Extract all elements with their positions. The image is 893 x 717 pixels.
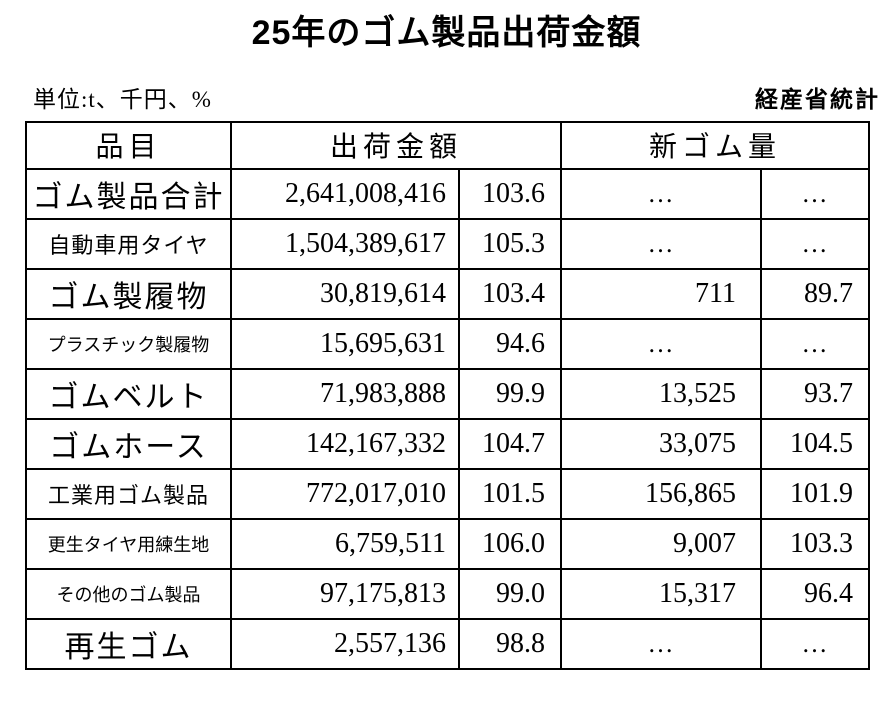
shipment-ratio-cell: 103.4: [457, 267, 563, 320]
new-rubber-ratio-cell: …: [760, 167, 871, 220]
new-rubber-ratio-cell: …: [760, 217, 871, 270]
source-note: 経産省統計: [755, 85, 880, 112]
item-name-cell: 工業用ゴム製品: [25, 467, 232, 520]
item-name-cell: ゴムホース: [25, 417, 232, 470]
new-rubber-amount-cell: 9,007: [560, 517, 763, 570]
table-row: ゴムベルト 71,983,888 99.9 13,525 93.7: [25, 367, 871, 420]
shipment-amount-cell: 772,017,010: [230, 467, 460, 520]
new-rubber-amount-cell: …: [560, 217, 763, 270]
table-row: ゴム製品合計 2,641,008,416 103.6 … …: [25, 167, 871, 220]
item-name-cell: プラスチック製履物: [25, 317, 232, 370]
new-rubber-amount-cell: 15,317: [560, 567, 763, 620]
item-name-cell: ゴム製品合計: [25, 167, 232, 220]
shipment-amount-cell: 142,167,332: [230, 417, 460, 470]
new-rubber-amount-cell: …: [560, 617, 763, 670]
item-name-cell: 再生ゴム: [25, 617, 232, 670]
new-rubber-ratio-cell: 96.4: [760, 567, 871, 620]
shipment-table: 品目 出荷金額 新ゴム量 ゴム製品合計 2,641,008,416 103.6 …: [25, 120, 871, 670]
shipment-amount-cell: 2,557,136: [230, 617, 460, 670]
table-row: プラスチック製履物 15,695,631 94.6 … …: [25, 317, 871, 370]
header-item: 品目: [25, 120, 232, 170]
table-row: 更生タイヤ用練生地 6,759,511 106.0 9,007 103.3: [25, 517, 871, 570]
shipment-amount-cell: 15,695,631: [230, 317, 460, 370]
shipment-amount-cell: 97,175,813: [230, 567, 460, 620]
table-row: 再生ゴム 2,557,136 98.8 … …: [25, 617, 871, 670]
new-rubber-amount-cell: 13,525: [560, 367, 763, 420]
shipment-ratio-cell: 104.7: [457, 417, 563, 470]
new-rubber-ratio-cell: 89.7: [760, 267, 871, 320]
item-name-cell: ゴム製履物: [25, 267, 232, 320]
item-name-cell: 更生タイヤ用練生地: [25, 517, 232, 570]
page-title: 25年のゴム製品出荷金額: [251, 14, 642, 52]
new-rubber-ratio-cell: 101.9: [760, 467, 871, 520]
shipment-ratio-cell: 94.6: [457, 317, 563, 370]
shipment-ratio-cell: 106.0: [457, 517, 563, 570]
new-rubber-amount-cell: …: [560, 167, 763, 220]
shipment-ratio-cell: 103.6: [457, 167, 563, 220]
shipment-amount-cell: 2,641,008,416: [230, 167, 460, 220]
header-row: 品目 出荷金額 新ゴム量: [25, 120, 871, 170]
shipment-amount-cell: 6,759,511: [230, 517, 460, 570]
header-new-rubber-amount: 新ゴム量: [560, 120, 871, 170]
notes-row: 単位:t、千円、% 経産省統計: [33, 80, 880, 114]
new-rubber-amount-cell: 711: [560, 267, 763, 320]
unit-note: 単位:t、千円、%: [33, 86, 212, 112]
item-name-cell: 自動車用タイヤ: [25, 217, 232, 270]
new-rubber-amount-cell: 156,865: [560, 467, 763, 520]
new-rubber-ratio-cell: …: [760, 317, 871, 370]
table-row: ゴム製履物 30,819,614 103.4 711 89.7: [25, 267, 871, 320]
shipment-ratio-cell: 105.3: [457, 217, 563, 270]
table-header: 品目 出荷金額 新ゴム量: [25, 120, 871, 170]
table-row: ゴムホース 142,167,332 104.7 33,075 104.5: [25, 417, 871, 470]
shipment-amount-cell: 30,819,614: [230, 267, 460, 320]
table-body: ゴム製品合計 2,641,008,416 103.6 … … 自動車用タイヤ 1…: [25, 167, 871, 670]
new-rubber-amount-cell: …: [560, 317, 763, 370]
shipment-ratio-cell: 99.9: [457, 367, 563, 420]
shipment-ratio-cell: 99.0: [457, 567, 563, 620]
item-name-cell: その他のゴム製品: [25, 567, 232, 620]
table-row: 自動車用タイヤ 1,504,389,617 105.3 … …: [25, 217, 871, 270]
table-row: 工業用ゴム製品 772,017,010 101.5 156,865 101.9: [25, 467, 871, 520]
shipment-ratio-cell: 98.8: [457, 617, 563, 670]
new-rubber-ratio-cell: 104.5: [760, 417, 871, 470]
new-rubber-amount-cell: 33,075: [560, 417, 763, 470]
shipment-amount-cell: 71,983,888: [230, 367, 460, 420]
new-rubber-ratio-cell: 93.7: [760, 367, 871, 420]
table-row: その他のゴム製品 97,175,813 99.0 15,317 96.4: [25, 567, 871, 620]
new-rubber-ratio-cell: …: [760, 617, 871, 670]
header-shipment-amount: 出荷金額: [229, 120, 563, 170]
shipment-ratio-cell: 101.5: [457, 467, 563, 520]
item-name-cell: ゴムベルト: [25, 367, 232, 420]
new-rubber-ratio-cell: 103.3: [760, 517, 871, 570]
shipment-amount-cell: 1,504,389,617: [230, 217, 460, 270]
